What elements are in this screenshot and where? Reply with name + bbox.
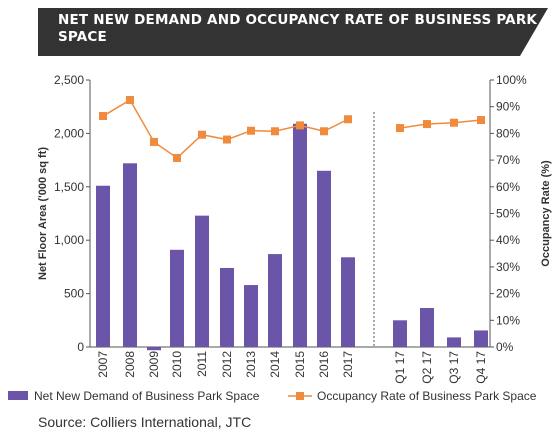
x-tick-label: 2015 [293,351,307,378]
x-tick-label: Q4 17 [474,351,488,384]
y-tick-label-right: 20% [496,287,520,301]
bar [244,285,258,347]
chart-title: NET NEW DEMAND AND OCCUPANCY RATE OF BUS… [58,12,538,45]
y-axis-title-right: Occupancy Rate (%) [540,160,552,267]
occupancy-line-quarterly [399,119,482,129]
occupancy-point [173,153,181,162]
bar [170,249,184,347]
legend-marker [296,392,304,400]
bar [123,163,137,347]
y-tick-label-left: 2,500 [54,73,84,87]
y-tick-label-right: 10% [496,313,520,327]
y-tick-label-right: 100% [496,73,527,87]
bar [317,170,331,347]
x-tick-label: 2016 [317,351,331,378]
x-tick-label: 2014 [268,351,282,378]
chart: 0 500 1,000 1,500 2,000 2,500 0% 10% 20% 30% 40% 50… [8,73,552,403]
x-tick-label: 2008 [123,351,137,378]
occupancy-point [320,127,328,136]
occupancy-point [99,112,107,121]
bar [268,254,282,347]
x-tick-label: Q2 17 [420,351,434,384]
bar [220,267,234,347]
source-note: Source: Colliers International, JTC [38,414,252,430]
x-tick-label: 2007 [96,351,110,378]
occupancy-line-annual [102,98,349,159]
legend-label-bars: Net New Demand of Business Park Space [34,389,260,403]
x-tick-label: 2012 [220,351,234,378]
y-axis-title-left: Net Floor Area ('000 sq ft) [37,147,49,280]
x-tick-label: 2013 [244,351,258,378]
y-tick-label-right: 0% [496,340,514,354]
x-tick-label: 2010 [170,351,184,378]
y-tick-label-right: 80% [496,126,520,140]
occupancy-point [126,96,134,105]
bar [293,123,307,347]
y-tick-label-left: 1,500 [54,180,84,194]
title-banner [38,8,548,56]
y-tick-label-left: 2,000 [54,126,84,140]
bar [393,320,407,347]
x-tick-label: Q3 17 [447,351,461,384]
bar [447,337,461,347]
bar [147,347,161,351]
occupancy-point [450,118,458,127]
x-tick-label: 2011 [195,351,209,377]
y-tick-label-right: 40% [496,233,520,247]
bar [341,257,355,347]
y-tick-label-left: 0 [77,340,84,354]
legend-label-line: Occupancy Rate of Business Park Space [317,389,537,403]
occupancy-point [198,130,206,139]
bar [420,308,434,347]
occupancy-point [271,127,279,136]
occupancy-point [150,137,158,146]
bar [195,215,209,347]
banner-shape [38,8,548,56]
x-tick-label: 2009 [147,351,161,378]
bar [474,330,488,347]
legend-swatch-bars [8,391,28,400]
occupancy-point [477,116,485,125]
y-tick-label-right: 70% [496,153,520,167]
occupancy-point [247,126,255,135]
occupancy-point [423,120,431,129]
occupancy-point [344,115,352,124]
bar [96,185,110,347]
y-tick-label-right: 60% [496,180,520,194]
y-tick-label-left: 500 [64,287,84,301]
x-tick-label: 2017 [341,351,355,378]
y-tick-label-right: 50% [496,207,520,221]
x-tick-label: Q1 17 [393,351,407,384]
y-tick-label-right: 90% [496,100,520,114]
y-tick-label-left: 1,000 [54,233,84,247]
occupancy-point [396,124,404,133]
occupancy-point [296,121,304,130]
occupancy-point [223,135,231,144]
y-tick-label-right: 30% [496,260,520,274]
